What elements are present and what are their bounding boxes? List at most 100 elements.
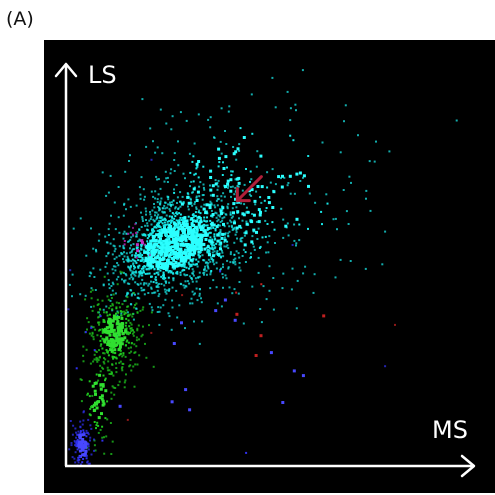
data-point bbox=[116, 331, 120, 335]
data-point bbox=[158, 260, 162, 264]
data-point bbox=[153, 220, 156, 223]
data-point bbox=[135, 336, 138, 339]
data-point bbox=[108, 313, 111, 316]
data-point bbox=[191, 290, 194, 293]
data-point bbox=[140, 256, 143, 259]
data-point bbox=[230, 221, 233, 224]
data-point bbox=[274, 183, 277, 186]
data-point bbox=[208, 203, 212, 207]
data-point bbox=[166, 269, 169, 272]
data-point bbox=[136, 249, 140, 253]
data-point bbox=[149, 255, 153, 259]
data-point bbox=[209, 273, 212, 276]
data-point bbox=[81, 461, 84, 464]
data-point bbox=[295, 172, 299, 176]
data-point bbox=[177, 164, 180, 167]
data-point bbox=[104, 379, 106, 382]
data-point bbox=[128, 352, 131, 354]
data-point bbox=[171, 262, 175, 266]
data-point bbox=[234, 150, 238, 154]
data-point bbox=[90, 334, 93, 337]
data-point bbox=[123, 255, 126, 258]
data-point bbox=[128, 160, 130, 162]
data-point bbox=[192, 249, 196, 253]
data-point bbox=[128, 282, 131, 285]
data-point bbox=[192, 191, 194, 194]
data-point bbox=[156, 289, 159, 292]
data-point bbox=[195, 247, 199, 251]
data-point bbox=[171, 265, 175, 269]
data-point bbox=[132, 277, 135, 280]
data-point bbox=[149, 264, 153, 268]
data-point bbox=[231, 185, 234, 188]
data-point bbox=[266, 223, 269, 225]
data-point bbox=[384, 230, 387, 233]
data-point bbox=[116, 329, 120, 333]
data-point bbox=[171, 215, 173, 218]
data-point bbox=[182, 284, 185, 287]
data-point bbox=[242, 213, 246, 217]
data-point bbox=[147, 284, 150, 287]
data-point bbox=[210, 209, 213, 212]
data-point bbox=[172, 240, 175, 244]
data-point bbox=[199, 228, 203, 231]
data-point bbox=[211, 243, 214, 246]
data-point bbox=[264, 235, 267, 238]
data-point bbox=[103, 436, 105, 439]
data-point bbox=[217, 185, 220, 188]
data-point bbox=[145, 268, 148, 271]
data-point bbox=[313, 273, 316, 276]
data-point bbox=[82, 458, 85, 460]
data-point bbox=[76, 438, 79, 441]
data-point bbox=[164, 207, 167, 210]
data-point bbox=[221, 217, 224, 220]
data-point bbox=[194, 225, 198, 229]
data-point bbox=[100, 343, 103, 346]
data-point bbox=[286, 90, 289, 93]
data-point bbox=[197, 241, 201, 245]
data-point bbox=[218, 243, 221, 246]
data-point bbox=[226, 240, 229, 243]
data-point bbox=[169, 248, 172, 252]
data-point bbox=[187, 208, 190, 211]
data-point bbox=[81, 453, 85, 457]
data-point bbox=[149, 218, 152, 220]
data-point bbox=[209, 200, 212, 203]
data-point bbox=[161, 222, 164, 225]
data-point bbox=[302, 174, 306, 178]
data-point bbox=[199, 181, 202, 184]
data-point bbox=[164, 290, 167, 293]
data-point bbox=[86, 328, 88, 331]
data-point bbox=[158, 251, 162, 255]
data-point bbox=[112, 333, 116, 337]
data-point bbox=[176, 224, 179, 227]
data-point bbox=[117, 186, 120, 188]
data-point bbox=[107, 360, 110, 363]
data-point bbox=[141, 217, 144, 220]
data-point bbox=[195, 228, 199, 232]
data-point bbox=[111, 289, 114, 292]
data-point bbox=[151, 231, 154, 234]
data-point bbox=[190, 238, 194, 242]
data-point bbox=[82, 354, 85, 357]
data-point bbox=[193, 251, 197, 255]
data-point bbox=[141, 216, 144, 218]
data-point bbox=[110, 285, 113, 287]
data-point bbox=[168, 208, 171, 211]
data-point bbox=[93, 421, 96, 423]
data-point bbox=[147, 247, 151, 251]
data-point bbox=[79, 444, 83, 448]
data-point bbox=[189, 185, 191, 188]
data-point bbox=[229, 189, 233, 193]
data-point bbox=[117, 275, 120, 278]
data-point bbox=[159, 108, 162, 111]
data-point bbox=[139, 247, 142, 250]
data-point bbox=[192, 216, 195, 219]
data-point bbox=[133, 271, 136, 274]
data-point bbox=[204, 210, 208, 214]
data-point bbox=[143, 250, 147, 254]
data-point bbox=[141, 254, 144, 257]
data-point bbox=[265, 251, 268, 254]
data-point bbox=[79, 217, 82, 220]
data-point bbox=[97, 379, 100, 382]
